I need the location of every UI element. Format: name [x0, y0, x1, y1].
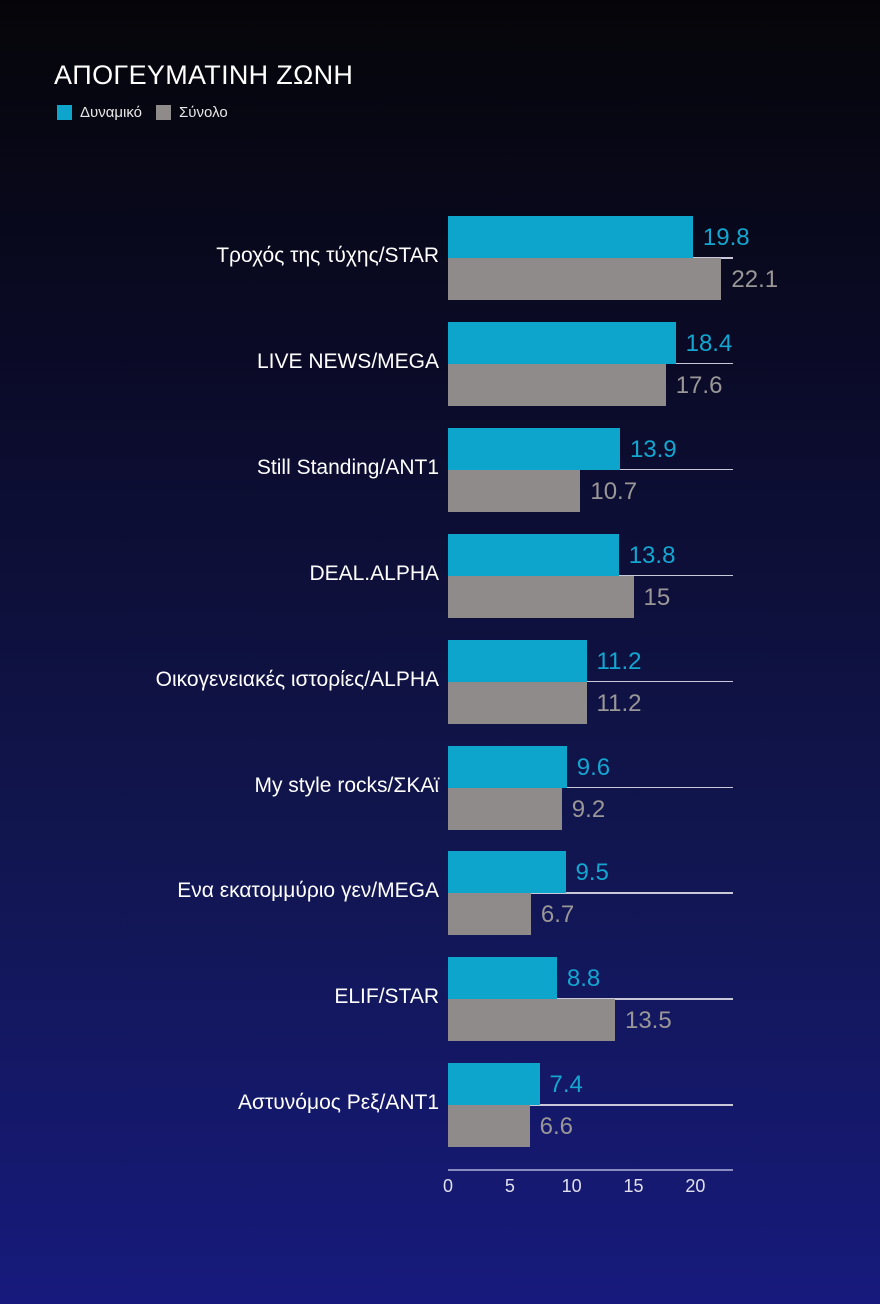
x-axis-tick-label: 10	[561, 1176, 582, 1196]
category-label: Still Standing/ANT1	[256, 455, 439, 479]
value-label-synolo: 6.6	[539, 1113, 574, 1141]
bar-dynamiko[interactable]	[448, 216, 693, 258]
bar-synolo[interactable]	[448, 893, 531, 936]
category-label: ELIF/STAR	[334, 985, 439, 1009]
category-label: Αστυνόμος Ρεξ/ANT1	[238, 1091, 439, 1115]
bar-synolo[interactable]	[448, 469, 581, 512]
bar-dynamiko[interactable]	[448, 745, 567, 788]
bar-dynamiko[interactable]	[448, 321, 676, 364]
value-label-synolo: 15	[643, 583, 671, 611]
value-label-dynamiko: 18.4	[685, 329, 733, 357]
value-label-synolo: 11.2	[596, 689, 642, 717]
bar-synolo[interactable]	[448, 787, 562, 830]
legend-label-dynamiko: Δυναμικό	[80, 104, 143, 121]
x-axis-tick-label: 0	[442, 1176, 454, 1196]
bar-dynamiko[interactable]	[448, 851, 566, 894]
legend-swatch-synolo	[156, 105, 172, 120]
value-label-synolo: 22.1	[731, 266, 779, 293]
category-label: LIVE NEWS/MEGA	[256, 349, 439, 373]
category-label: My style rocks/ΣΚΑϊ	[254, 773, 439, 797]
bar-synolo[interactable]	[448, 575, 634, 618]
legend-swatch-dynamiko	[57, 105, 72, 120]
legend-item-dynamiko[interactable]: Δυναμικό	[57, 104, 142, 121]
legend-label-synolo: Σύνολο	[179, 104, 228, 121]
value-label-dynamiko: 8.8	[566, 965, 601, 993]
value-label-dynamiko: 13.9	[629, 435, 677, 463]
bar-synolo[interactable]	[448, 999, 615, 1042]
bar-dynamiko[interactable]	[448, 639, 587, 682]
x-axis-tick-label: 20	[685, 1176, 706, 1196]
chart-title: ΑΠΟΓΕΥΜΑΤΙΝΗ ΖΩΝΗ	[54, 60, 354, 90]
value-label-dynamiko: 7.4	[549, 1071, 583, 1099]
category-separator	[448, 680, 733, 683]
x-axis-tick-label: 5	[504, 1176, 515, 1196]
category-separator	[448, 1104, 733, 1106]
category-separator	[448, 786, 733, 788]
bar-dynamiko[interactable]	[448, 533, 619, 576]
category-label: Τροχός της τύχης/STAR	[216, 244, 439, 267]
value-label-dynamiko: 9.5	[575, 859, 609, 887]
value-label-dynamiko: 9.6	[576, 753, 611, 781]
x-axis-tick-label: 15	[623, 1176, 644, 1196]
category-label: Οικογενειακές ιστορίες/ALPHA	[155, 667, 439, 691]
bar-dynamiko[interactable]	[448, 427, 620, 470]
value-label-dynamiko: 19.8	[702, 224, 750, 251]
value-label-synolo: 17.6	[675, 371, 723, 399]
bar-dynamiko[interactable]	[448, 1063, 540, 1106]
category-separator	[448, 998, 733, 1000]
value-label-dynamiko: 13.8	[628, 541, 676, 569]
bar-dynamiko[interactable]	[448, 957, 557, 1000]
bar-synolo[interactable]	[448, 258, 722, 300]
bar-synolo[interactable]	[448, 681, 587, 724]
value-label-synolo: 6.7	[540, 901, 575, 929]
value-label-synolo: 13.5	[624, 1007, 672, 1035]
value-label-dynamiko: 11.2	[596, 647, 642, 675]
legend: Δυναμικό Σύνολο	[57, 104, 242, 121]
value-label-synolo: 9.2	[571, 795, 606, 823]
bar-synolo[interactable]	[448, 363, 666, 406]
category-label: DEAL.ALPHA	[309, 561, 439, 585]
category-separator	[448, 892, 733, 894]
bar-synolo[interactable]	[448, 1105, 530, 1148]
category-label: Ενα εκατομμύριο γεν/MEGA	[177, 879, 439, 903]
x-axis-line	[448, 1169, 733, 1171]
value-label-synolo: 10.7	[590, 477, 638, 505]
legend-item-synolo[interactable]: Σύνολο	[156, 104, 228, 121]
